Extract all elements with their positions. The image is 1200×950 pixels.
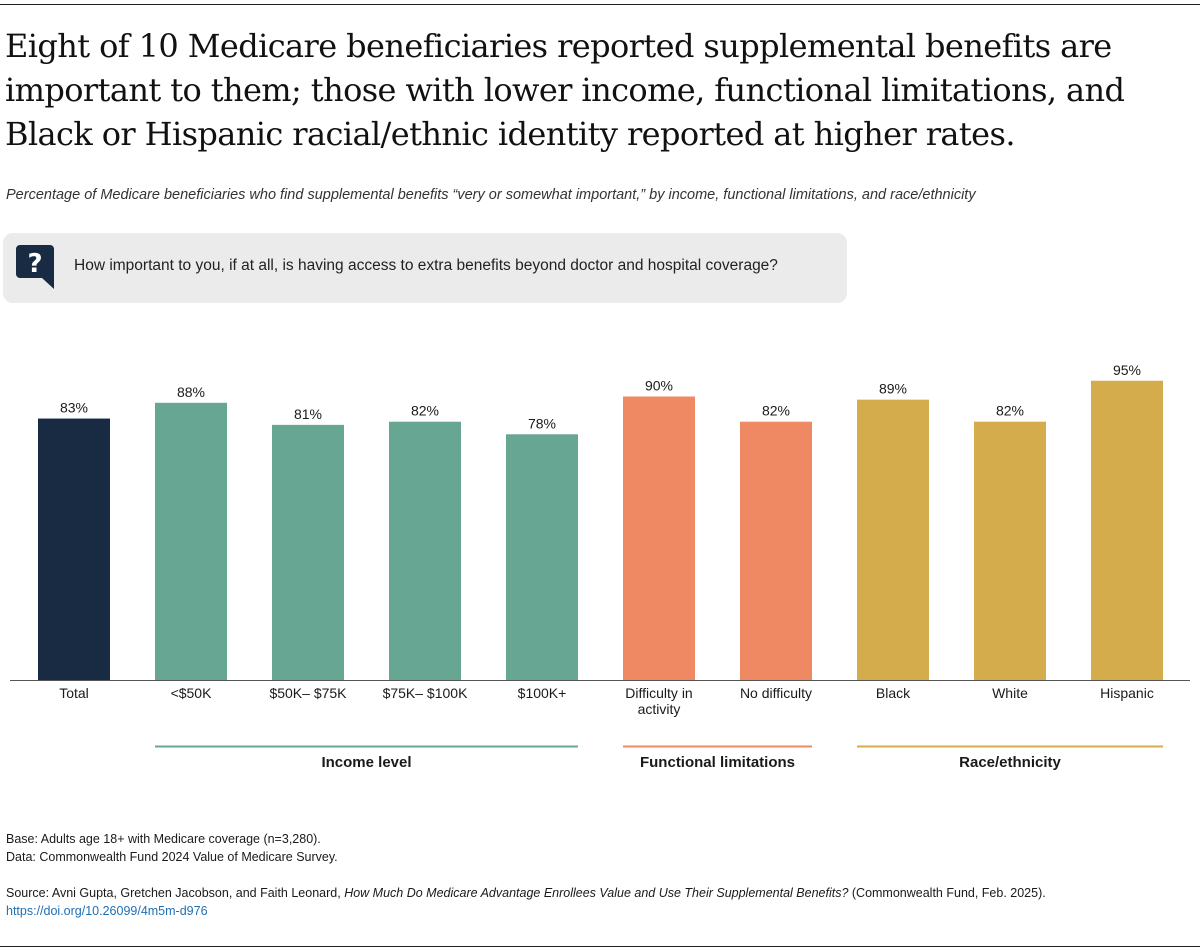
category-label: $50K– $75K xyxy=(269,685,347,701)
group-label: Functional limitations xyxy=(640,754,795,771)
value-label: 95% xyxy=(1113,362,1141,378)
svg-text:?: ? xyxy=(27,249,42,279)
category-label: $100K+ xyxy=(518,685,567,701)
notes-source: Source: Avni Gupta, Gretchen Jacobson, a… xyxy=(6,884,1046,920)
data-note: Data: Commonwealth Fund 2024 Value of Me… xyxy=(6,850,338,864)
category-label: Difficulty in xyxy=(625,685,692,701)
value-label: 81% xyxy=(294,406,322,422)
bar-chart: 83% Total 88% <$50K 81% $50K– $75K 82% $75K– $1… xyxy=(10,362,1190,771)
doi-link[interactable]: https://doi.org/10.26099/4m5m-d976 xyxy=(6,904,208,918)
notes-base-data: Base: Adults age 18+ with Medicare cover… xyxy=(6,830,338,866)
bar xyxy=(506,434,578,680)
bar xyxy=(38,418,110,680)
survey-question-text: How important to you, if at all, is havi… xyxy=(74,257,778,274)
value-label: 82% xyxy=(411,403,439,419)
group-label: Income level xyxy=(321,754,411,771)
category-label: activity xyxy=(638,701,681,717)
value-label: 83% xyxy=(60,400,88,416)
bar xyxy=(974,421,1046,680)
source-prefix: Source: Avni Gupta, Gretchen Jacobson, a… xyxy=(6,886,345,900)
category-label: No difficulty xyxy=(740,685,812,701)
chart-title: Eight of 10 Medicare beneficiaries repor… xyxy=(5,27,1125,153)
category-label: Total xyxy=(59,685,89,701)
group-label: Race/ethnicity xyxy=(959,754,1061,771)
question-mark-icon: ? xyxy=(16,245,54,289)
value-label: 88% xyxy=(177,384,205,400)
bar xyxy=(623,396,695,680)
value-label: 82% xyxy=(762,403,790,419)
bar xyxy=(155,402,227,680)
category-label: Hispanic xyxy=(1100,685,1154,701)
value-label: 82% xyxy=(996,403,1024,419)
source-note: Source: Avni Gupta, Gretchen Jacobson, a… xyxy=(6,884,1046,902)
bar xyxy=(1091,380,1163,680)
top-rule xyxy=(0,4,1200,5)
value-label: 78% xyxy=(528,415,556,431)
bottom-rule xyxy=(0,946,1200,947)
value-label: 89% xyxy=(879,381,907,397)
value-label: 90% xyxy=(645,378,673,394)
source-title: How Much Do Medicare Advantage Enrollees… xyxy=(344,886,849,900)
bar xyxy=(857,399,929,680)
bar xyxy=(740,421,812,680)
category-label: <$50K xyxy=(171,685,213,701)
bar xyxy=(389,421,461,680)
base-note: Base: Adults age 18+ with Medicare cover… xyxy=(6,832,321,846)
category-label: Black xyxy=(876,685,911,701)
chart-subtitle: Percentage of Medicare beneficiaries who… xyxy=(6,187,976,203)
bar xyxy=(272,424,344,680)
survey-question-box: ? How important to you, if at all, is ha… xyxy=(3,233,847,303)
category-label: White xyxy=(992,685,1028,701)
category-label: $75K– $100K xyxy=(383,685,469,701)
source-suffix: (Commonwealth Fund, Feb. 2025). xyxy=(848,886,1046,900)
